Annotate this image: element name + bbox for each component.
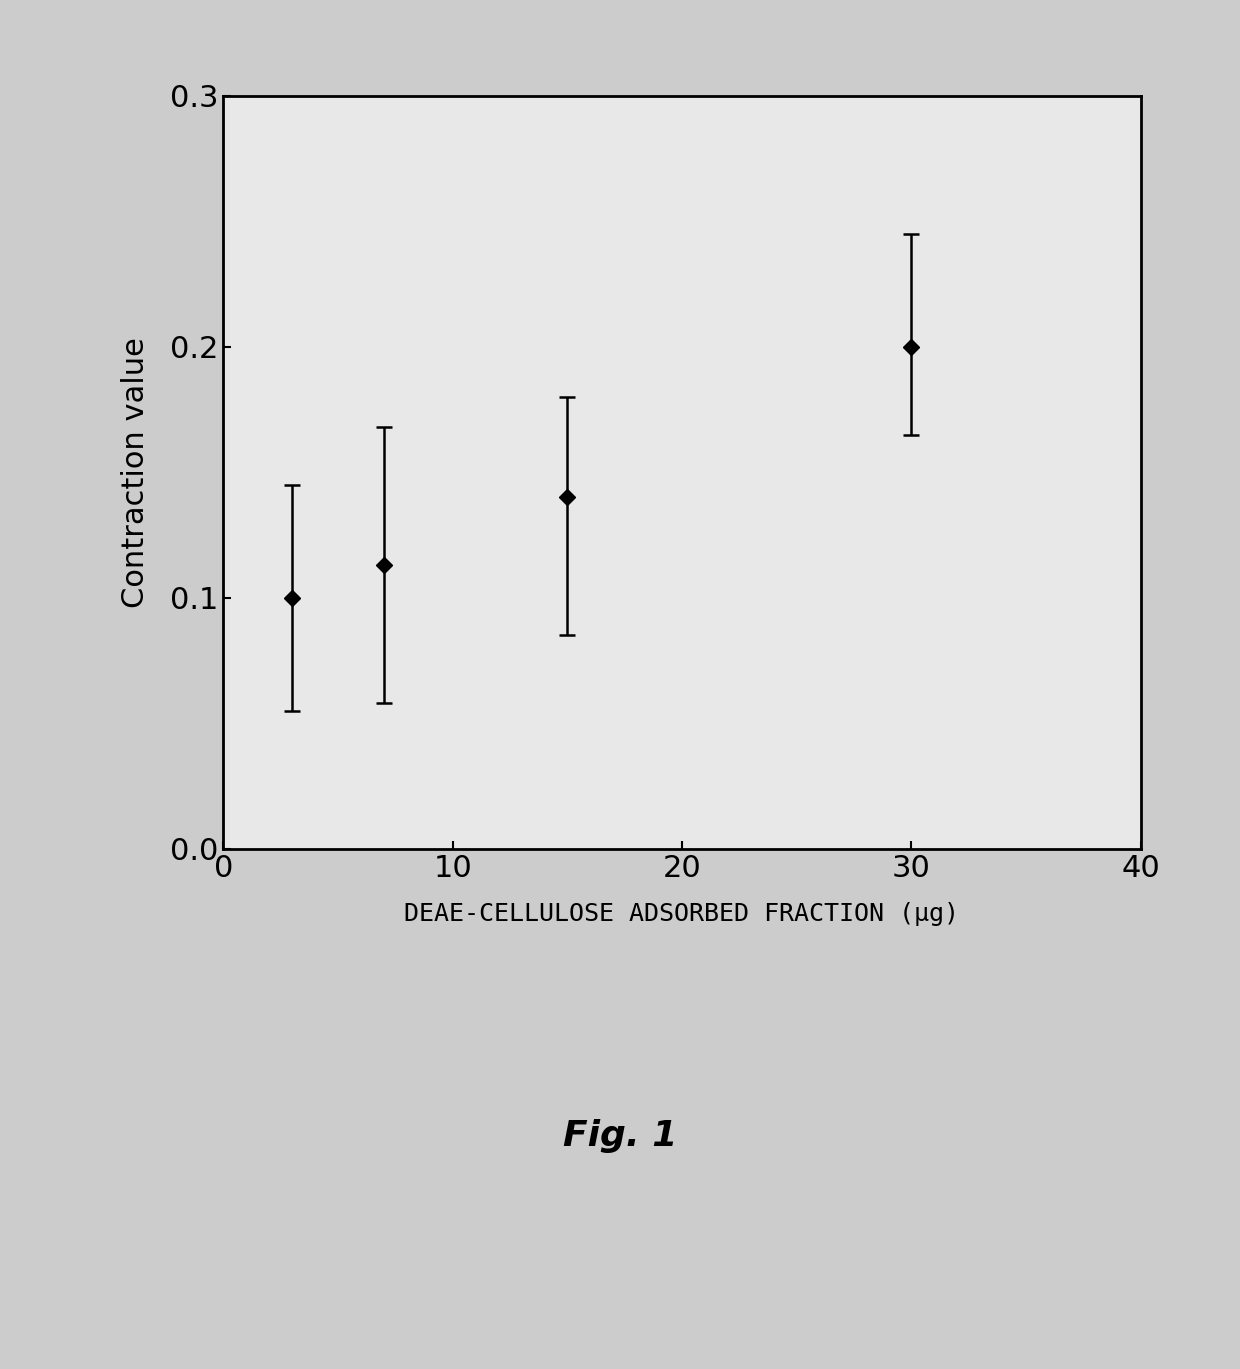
- X-axis label: DEAE-CELLULOSE ADSORBED FRACTION (μg): DEAE-CELLULOSE ADSORBED FRACTION (μg): [404, 902, 960, 925]
- Y-axis label: Contraction value: Contraction value: [122, 337, 150, 608]
- Text: Fig. 1: Fig. 1: [563, 1120, 677, 1153]
